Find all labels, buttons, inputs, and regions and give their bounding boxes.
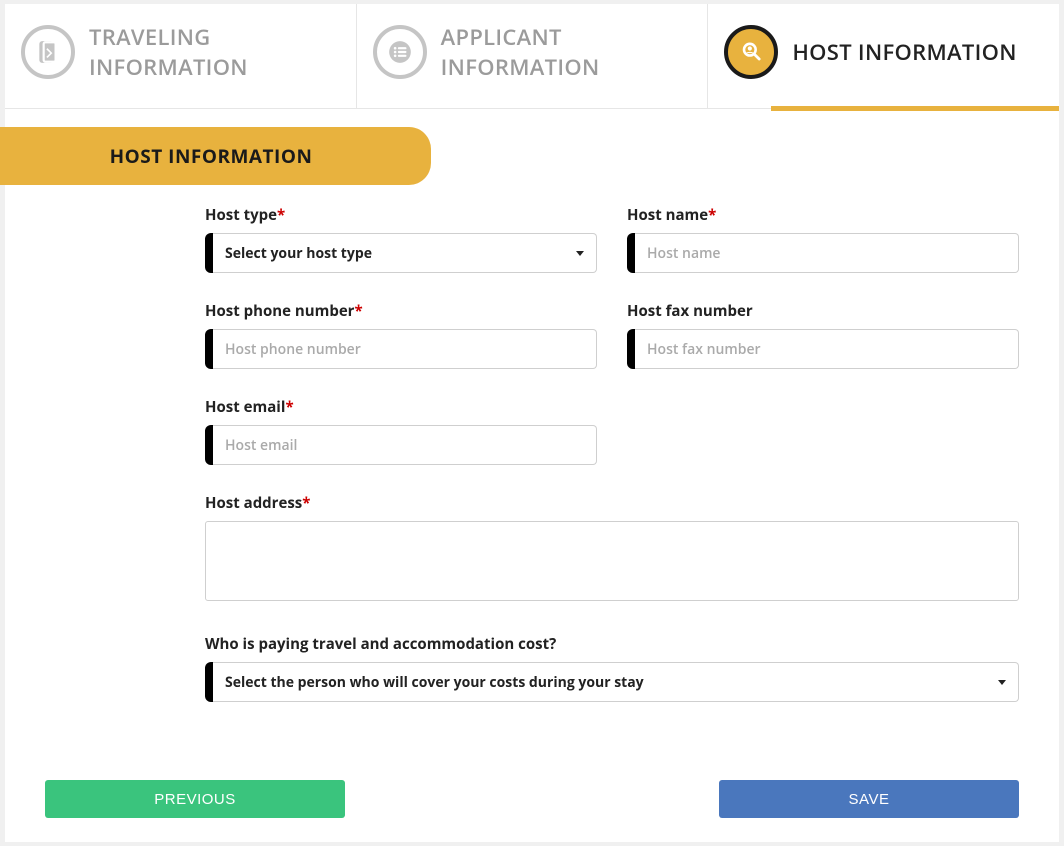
host-type-select[interactable]: Select your host type — [205, 233, 597, 273]
input-tab — [205, 425, 213, 465]
step-underline — [771, 106, 1059, 111]
form-footer: PREVIOUS SAVE — [5, 760, 1059, 842]
label-text: Host name — [627, 205, 708, 225]
label-text: Who is paying travel and accommodation c… — [205, 634, 556, 654]
host-phone-label: Host phone number* — [205, 301, 597, 321]
section-title: HOST INFORMATION — [0, 127, 431, 185]
previous-button[interactable]: PREVIOUS — [45, 780, 345, 818]
host-address-label: Host address* — [205, 493, 1019, 513]
save-button[interactable]: SAVE — [719, 780, 1019, 818]
host-fax-input[interactable] — [635, 329, 1019, 369]
host-type-label: Host type* — [205, 205, 597, 225]
step-label: TRAVELING INFORMATION — [89, 22, 340, 82]
host-fax-label: Host fax number — [627, 301, 1019, 321]
input-tab — [627, 233, 635, 273]
select-tab — [205, 233, 213, 273]
chevron-down-icon — [576, 251, 584, 256]
required-asterisk: * — [708, 205, 716, 225]
label-text: Host email — [205, 397, 285, 417]
host-email-input[interactable] — [213, 425, 597, 465]
form-page: TRAVELING INFORMATION APPLICANT INFORMAT… — [5, 4, 1059, 842]
step-label: APPLICANT INFORMATION — [441, 22, 692, 82]
select-value: Select your host type — [225, 244, 372, 263]
list-icon — [373, 25, 427, 79]
input-tab — [627, 329, 635, 369]
chevron-down-icon — [998, 680, 1006, 685]
required-asterisk: * — [355, 301, 363, 321]
paying-select[interactable]: Select the person who will cover your co… — [205, 662, 1019, 702]
document-icon — [21, 25, 75, 79]
label-text: Host address — [205, 493, 302, 513]
required-asterisk: * — [302, 493, 310, 513]
input-tab — [205, 329, 213, 369]
paying-label: Who is paying travel and accommodation c… — [205, 634, 1019, 654]
stepper: TRAVELING INFORMATION APPLICANT INFORMAT… — [5, 4, 1059, 109]
required-asterisk: * — [277, 205, 285, 225]
required-asterisk: * — [285, 397, 293, 417]
host-info-form: Host type* Select your host type Host na… — [5, 185, 1059, 760]
label-text: Host fax number — [627, 301, 753, 321]
step-traveling-information[interactable]: TRAVELING INFORMATION — [5, 4, 357, 108]
step-label: HOST INFORMATION — [792, 37, 1016, 67]
step-applicant-information[interactable]: APPLICANT INFORMATION — [357, 4, 709, 108]
label-text: Host type — [205, 205, 277, 225]
step-host-information[interactable]: HOST INFORMATION — [708, 4, 1059, 108]
host-email-label: Host email* — [205, 397, 597, 417]
host-name-input[interactable] — [635, 233, 1019, 273]
host-name-label: Host name* — [627, 205, 1019, 225]
host-phone-input[interactable] — [213, 329, 597, 369]
person-search-icon — [724, 25, 778, 79]
select-value: Select the person who will cover your co… — [225, 673, 644, 692]
select-tab — [205, 662, 213, 702]
host-address-textarea[interactable] — [205, 521, 1019, 601]
label-text: Host phone number — [205, 301, 355, 321]
